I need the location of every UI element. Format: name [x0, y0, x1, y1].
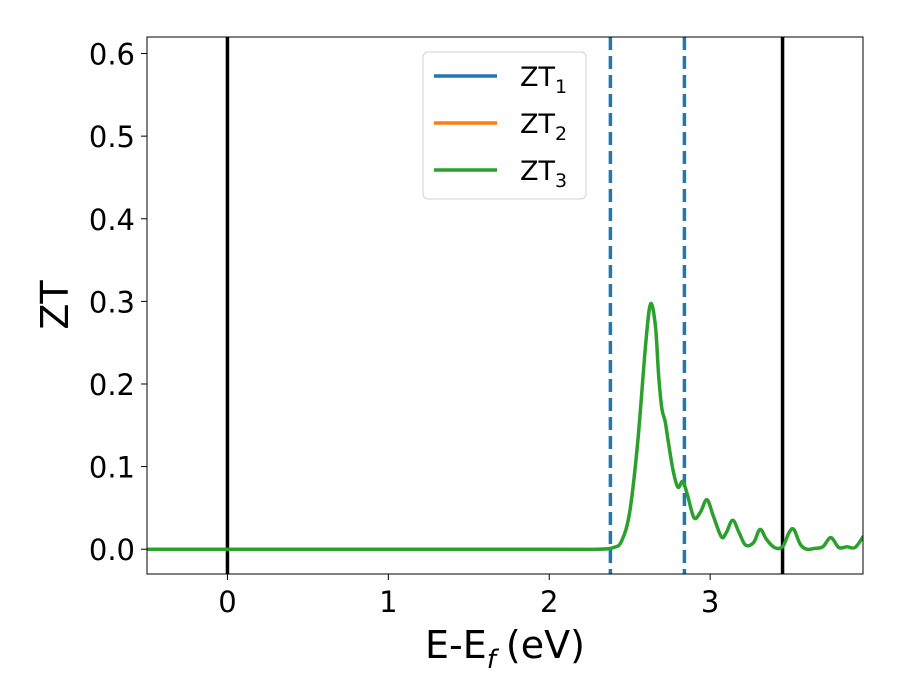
legend-label-1: ZT1 — [520, 62, 567, 98]
x-tick-label: 1 — [379, 585, 397, 619]
y-tick-label: 0.4 — [89, 203, 135, 237]
legend-label-3: ZT3 — [520, 156, 567, 192]
x-axis-label: E-Ef (eV) — [425, 623, 585, 675]
y-tick-label: 0.0 — [89, 533, 135, 567]
x-tick-label: 0 — [218, 585, 236, 619]
zt-curve — [147, 301, 863, 552]
legend-box — [422, 51, 587, 200]
x-axis: 0 1 2 3 — [218, 574, 719, 619]
y-tick-label: 0.3 — [89, 285, 135, 319]
plot-frame — [146, 36, 864, 575]
series-layer — [147, 301, 863, 552]
y-tick-label: 0.1 — [89, 451, 135, 485]
y-axis-label: ZT — [33, 280, 77, 330]
legend-entries: ZT1 ZT2 ZT3 — [434, 62, 567, 192]
legend-label-2: ZT2 — [520, 109, 567, 145]
legend: ZT1 ZT2 ZT3 — [422, 51, 587, 200]
y-tick-label: 0.6 — [89, 38, 135, 72]
y-tick-label: 0.5 — [89, 120, 135, 154]
x-tick-label: 2 — [540, 585, 558, 619]
x-tick-label: 3 — [701, 585, 719, 619]
y-tick-label: 0.2 — [89, 368, 135, 402]
y-axis: 0.0 0.1 0.2 0.3 0.4 0.5 0.6 — [89, 38, 147, 567]
